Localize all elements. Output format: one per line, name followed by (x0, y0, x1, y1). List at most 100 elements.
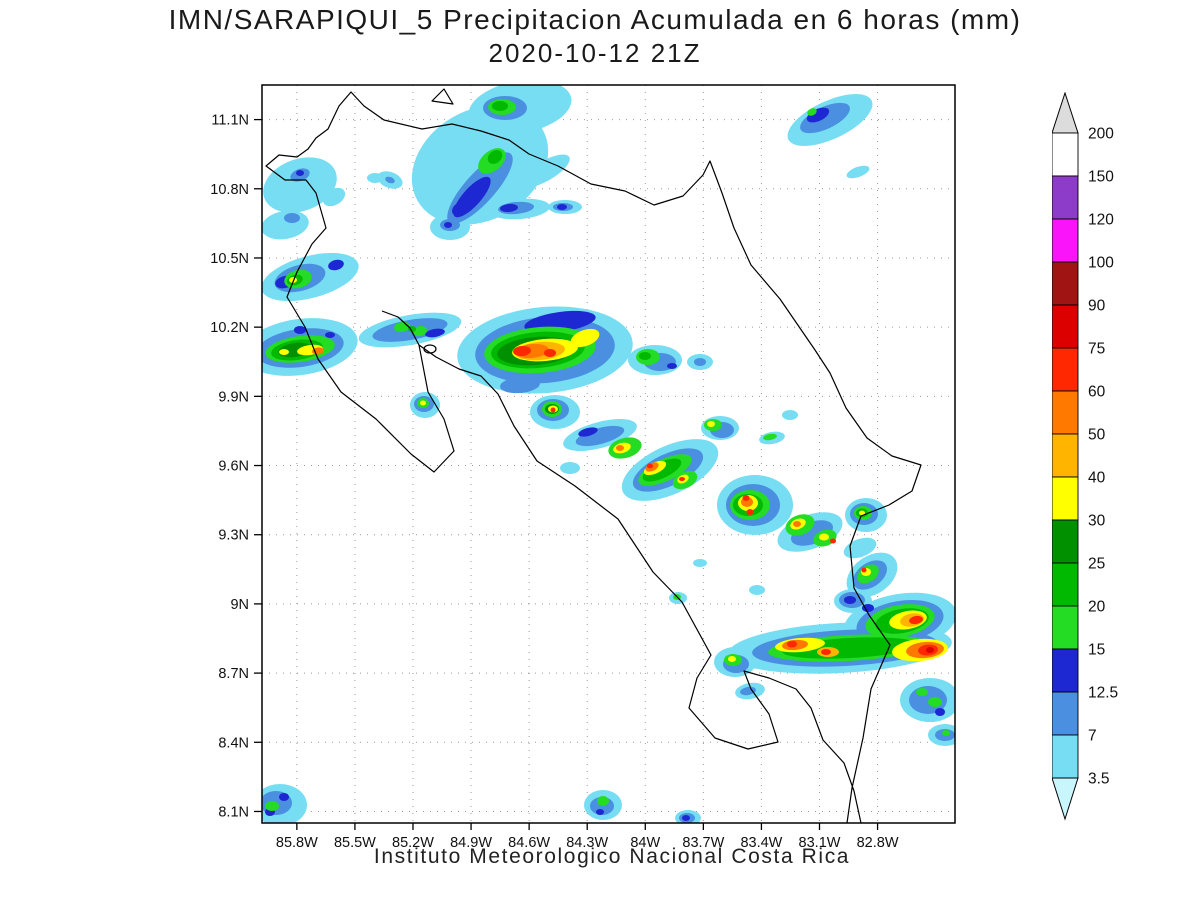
precip-cell-7mm (740, 686, 756, 696)
precip-cell-12.5mm (557, 204, 567, 210)
precip-cell-7mm (385, 176, 395, 184)
colorbar-segment (1052, 734, 1079, 779)
precip-cell-30mm (859, 510, 865, 516)
colorbar-label: 30 (1088, 513, 1106, 530)
precip-cell-3.5mm (693, 559, 707, 567)
x-tick-label: 85.2W (392, 835, 434, 851)
precip-cell-7mm (694, 358, 706, 366)
x-tick-label: 85.8W (276, 835, 318, 851)
precip-cell-20mm (487, 150, 503, 164)
precip-cell-7mm (500, 376, 540, 394)
precip-cell-12.5mm (500, 203, 518, 213)
colorbar-label: 150 (1088, 169, 1114, 186)
colorbar-segment (1052, 304, 1079, 349)
lake-island-outline (431, 88, 454, 105)
x-tick-label: 83.1W (799, 835, 841, 851)
precip-cell-60mm (830, 538, 836, 544)
precip-cell-12.5mm (296, 170, 304, 176)
precip-cell-15mm (265, 801, 279, 811)
precip-cell-30mm (728, 656, 736, 662)
precip-cell-20mm (492, 101, 508, 111)
x-tick-label: 83.7W (682, 835, 724, 851)
precip-cell-60mm (742, 495, 750, 501)
precip-cell-12.5mm (682, 815, 690, 821)
precip-cell-3.5mm (322, 187, 346, 207)
colorbar-label: 12.5 (1088, 685, 1118, 702)
precip-cell-30mm (819, 533, 829, 541)
precip-cell-60mm (679, 477, 685, 481)
plot-frame (261, 84, 956, 824)
precip-cell-3.5mm (560, 462, 580, 474)
precip-cell-50mm (616, 445, 624, 451)
chart-subtitle: 2020-10-12 21Z (488, 38, 702, 68)
precipitation-map: 11.1N 10.8N 10.5N 10.2N 9.9N 9.6N 9.3N 9N 8.7N 8.… (210, 84, 956, 851)
precip-cell-60mm (647, 463, 653, 469)
x-tick-label: 82.8W (857, 835, 899, 851)
precip-cell-15mm (763, 433, 777, 441)
precip-cell-12.5mm (325, 332, 335, 338)
precip-cell-15mm (916, 688, 928, 696)
precip-cell-60mm (787, 640, 797, 648)
source-caption: Instituto Meteorologico Nacional Costa R… (373, 845, 851, 868)
precip-cell-15mm (413, 325, 427, 337)
precip-cell-3.5mm (782, 410, 798, 420)
precip-cell-12.5mm (596, 809, 604, 815)
gulf-island-outline (423, 344, 437, 354)
colorbar-label: 200 (1088, 126, 1114, 143)
x-tick-label: 83.4W (740, 835, 782, 851)
precip-cell-60mm (861, 567, 867, 573)
precip-cell-12.5mm (444, 222, 452, 228)
colorbar-segment (1052, 691, 1079, 736)
colorbar-segment (1052, 175, 1079, 220)
colorbar-label: 25 (1088, 556, 1105, 573)
colorbar-label: 75 (1088, 341, 1105, 358)
y-tick-label: 9.3N (218, 528, 249, 544)
colorbar-label: 7 (1088, 728, 1097, 745)
precip-cell-50mm (793, 521, 801, 527)
precip-cell-12.5mm (862, 604, 874, 612)
costa-rica-coastline (265, 91, 922, 823)
precip-cell-15mm (942, 730, 950, 736)
colorbar-label: 90 (1088, 298, 1106, 315)
precip-cell-3.5mm (263, 157, 337, 213)
colorbar-segment (1052, 132, 1079, 177)
colorbar-above-max (1052, 92, 1079, 134)
colorbar-label: 100 (1088, 255, 1114, 272)
y-tick-label: 9N (230, 597, 249, 613)
y-tick-label: 10.8N (210, 182, 249, 198)
precip-cell-12.5mm (294, 326, 306, 334)
colorbar-label: 40 (1088, 470, 1106, 487)
x-tick-label: 85.5W (334, 835, 376, 851)
precip-cell-12.5mm (667, 363, 677, 369)
chart-title-block: IMN/SARAPIQUI_5 Precipitacion Acumulada … (0, 4, 1190, 69)
tempisque-river (381, 310, 420, 346)
precip-cell-75mm (926, 647, 934, 653)
x-tick-label: 84W (630, 835, 660, 851)
precip-cell-12.5mm (844, 596, 856, 604)
colorbar-segment (1052, 605, 1079, 650)
precip-cell-15mm (807, 108, 817, 116)
colorbar-label: 60 (1088, 384, 1106, 401)
precip-cell-3.5mm (262, 210, 309, 240)
x-axis: 85.8W 85.5W 85.2W 84.9W 84.6W 84.3W 84W 83.7W 83… (276, 823, 899, 851)
colorbar-label: 20 (1088, 599, 1106, 616)
precip-cell-3.5mm (843, 537, 877, 559)
colorbar-below-min (1052, 777, 1079, 821)
precip-cell-7mm (800, 102, 850, 134)
colorbar-label: 3.5 (1088, 771, 1110, 788)
y-tick-label: 9.9N (218, 389, 249, 405)
precip-cell-30mm (279, 349, 289, 355)
precip-cell-7mm (284, 213, 300, 223)
colorbar-segment (1052, 261, 1079, 306)
precip-cell-12.5mm (452, 202, 464, 216)
precip-cell-30mm (420, 400, 426, 406)
precip-cell-60mm (821, 649, 831, 655)
y-tick-label: 11.1N (211, 113, 249, 129)
coastline-layer (265, 88, 922, 823)
y-tick-label: 8.4N (218, 735, 249, 751)
precip-cell-60mm (550, 407, 556, 413)
precip-cell-3.5mm (520, 154, 570, 188)
x-tick-label: 84.9W (450, 835, 492, 851)
precip-cell-60mm (513, 345, 531, 357)
precip-cell-12.5mm (578, 427, 598, 437)
